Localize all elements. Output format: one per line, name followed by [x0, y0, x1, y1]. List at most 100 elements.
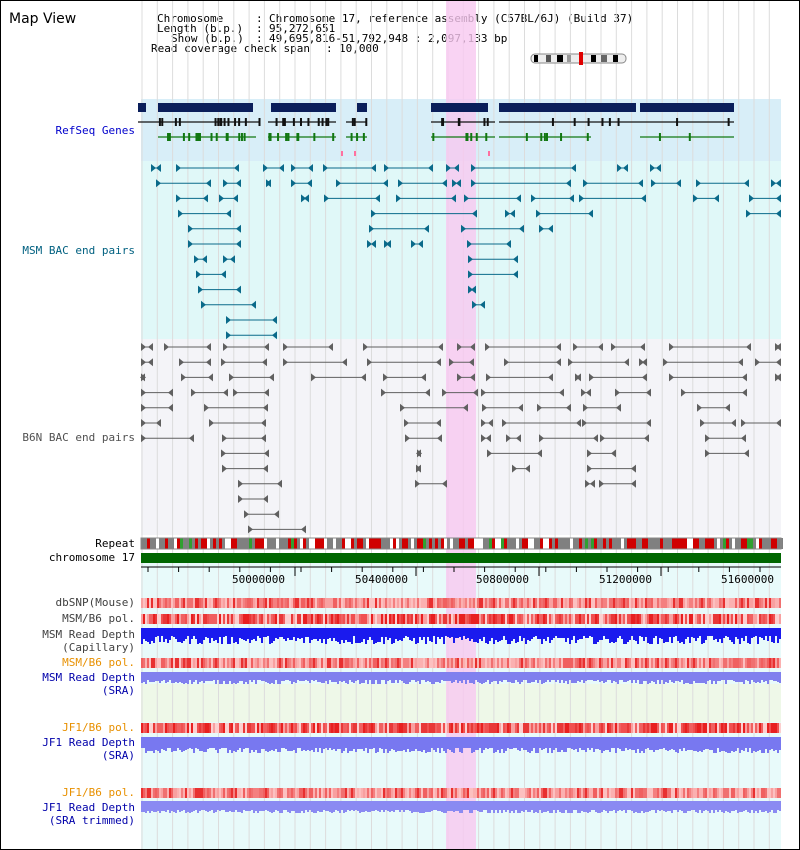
- track-label-msm-depth-capillary[interactable]: MSM Read Depth: [42, 628, 135, 641]
- read-depth-bar: [299, 801, 301, 813]
- bac-end-marker: [646, 388, 651, 397]
- read-depth-bar: [439, 801, 441, 811]
- heat-cell: [659, 658, 661, 668]
- bac-end-marker: [223, 388, 228, 397]
- heat-cell: [231, 598, 233, 608]
- repeat-segment: [441, 538, 444, 549]
- read-depth-bar: [753, 801, 755, 813]
- heat-cell: [207, 614, 209, 624]
- heat-cell: [599, 788, 601, 798]
- track-label-msm-b6-pol-2[interactable]: MSM/B6 pol.: [62, 656, 135, 669]
- heat-cell: [239, 658, 241, 668]
- heat-cell: [725, 658, 727, 668]
- repeat-segment: [147, 538, 150, 549]
- track-label-refseq[interactable]: RefSeq Genes: [55, 124, 135, 137]
- bac-end-marker: [442, 388, 447, 397]
- heat-cell: [383, 598, 385, 608]
- read-depth-bar: [245, 801, 247, 811]
- heat-cell: [201, 788, 203, 798]
- read-depth-bar: [149, 628, 151, 644]
- heat-cell: [253, 723, 255, 733]
- heat-cell: [149, 614, 151, 624]
- heat-cell: [495, 614, 497, 624]
- heat-cell: [505, 723, 507, 733]
- heat-cell: [565, 723, 567, 733]
- heat-cell: [741, 723, 743, 733]
- heat-cell: [629, 658, 631, 668]
- read-depth-bar: [597, 801, 599, 813]
- heat-cell: [247, 788, 249, 798]
- heat-cell: [661, 658, 663, 668]
- track-label-jf1-b6-pol-2[interactable]: JF1/B6 pol.: [62, 786, 135, 799]
- heat-cell: [217, 788, 219, 798]
- heat-cell: [705, 788, 707, 798]
- read-depth-bar: [415, 801, 417, 812]
- heat-cell: [429, 723, 431, 733]
- heat-cell: [407, 614, 409, 624]
- heat-cell: [267, 614, 269, 624]
- heat-cell: [303, 614, 305, 624]
- track-label-msm-b6-pol[interactable]: MSM/B6 pol.: [62, 612, 135, 625]
- read-depth-bar: [699, 801, 701, 810]
- bac-end-marker: [486, 434, 491, 443]
- repeat-segment: [282, 538, 285, 549]
- read-depth-bar: [721, 801, 723, 812]
- heat-cell: [725, 788, 727, 798]
- read-depth-bar: [589, 737, 591, 750]
- read-depth-bar: [321, 801, 323, 812]
- heat-cell: [489, 788, 491, 798]
- read-depth-bar: [587, 628, 589, 638]
- heat-cell: [201, 658, 203, 668]
- read-depth-bar: [605, 737, 607, 750]
- heat-cell: [145, 658, 147, 668]
- read-depth-bar: [197, 628, 199, 644]
- read-depth-bar: [661, 672, 663, 680]
- bac-end-marker: [488, 419, 493, 427]
- heat-cell: [313, 598, 315, 608]
- heat-cell: [717, 614, 719, 624]
- heat-cell: [247, 658, 249, 668]
- heat-cell: [561, 614, 563, 624]
- track-label-jf1-depth-sra[interactable]: JF1 Read Depth: [42, 736, 135, 749]
- read-depth-bar: [475, 672, 477, 680]
- read-depth-bar: [521, 628, 523, 641]
- read-depth-bar: [549, 801, 551, 813]
- read-depth-bar: [159, 737, 161, 753]
- bac-end-marker: [283, 343, 288, 351]
- track-label-jf1-b6-pol[interactable]: JF1/B6 pol.: [62, 721, 135, 734]
- read-depth-bar: [403, 737, 405, 750]
- read-depth-bar: [743, 737, 745, 751]
- track-label-dbsnp[interactable]: dbSNP(Mouse): [55, 596, 135, 609]
- heat-cell: [267, 598, 269, 608]
- track-label-jf1-depth-trimmed[interactable]: JF1 Read Depth: [42, 801, 135, 814]
- read-depth-bar: [311, 628, 313, 640]
- heat-cell: [219, 723, 221, 733]
- heat-cell: [319, 658, 321, 668]
- read-depth-bar: [651, 801, 653, 810]
- read-depth-bar: [601, 628, 603, 640]
- heat-cell: [195, 598, 197, 608]
- heat-cell: [455, 788, 457, 798]
- heat-cell: [151, 598, 153, 608]
- read-depth-bar: [473, 737, 475, 752]
- heat-cell: [375, 614, 377, 624]
- heat-cell: [707, 723, 709, 733]
- track-label-msm-bac[interactable]: MSM BAC end pairs: [22, 244, 135, 257]
- track-label-msm-depth-sra[interactable]: MSM Read Depth: [42, 671, 135, 684]
- heat-cell: [331, 658, 333, 668]
- heat-cell: [327, 788, 329, 798]
- read-depth-bar: [571, 737, 573, 749]
- track-label-b6n-bac[interactable]: B6N BAC end pairs: [22, 431, 135, 444]
- heat-cell: [505, 788, 507, 798]
- heat-cell: [193, 598, 195, 608]
- read-depth-bar: [649, 801, 651, 811]
- read-depth-bar: [639, 737, 641, 753]
- read-depth-bar: [237, 737, 239, 750]
- read-depth-bar: [695, 737, 697, 751]
- read-depth-bar: [409, 737, 411, 752]
- heat-cell: [677, 658, 679, 668]
- heat-cell: [749, 614, 751, 624]
- read-depth-bar: [679, 801, 681, 810]
- read-depth-bar: [703, 737, 705, 750]
